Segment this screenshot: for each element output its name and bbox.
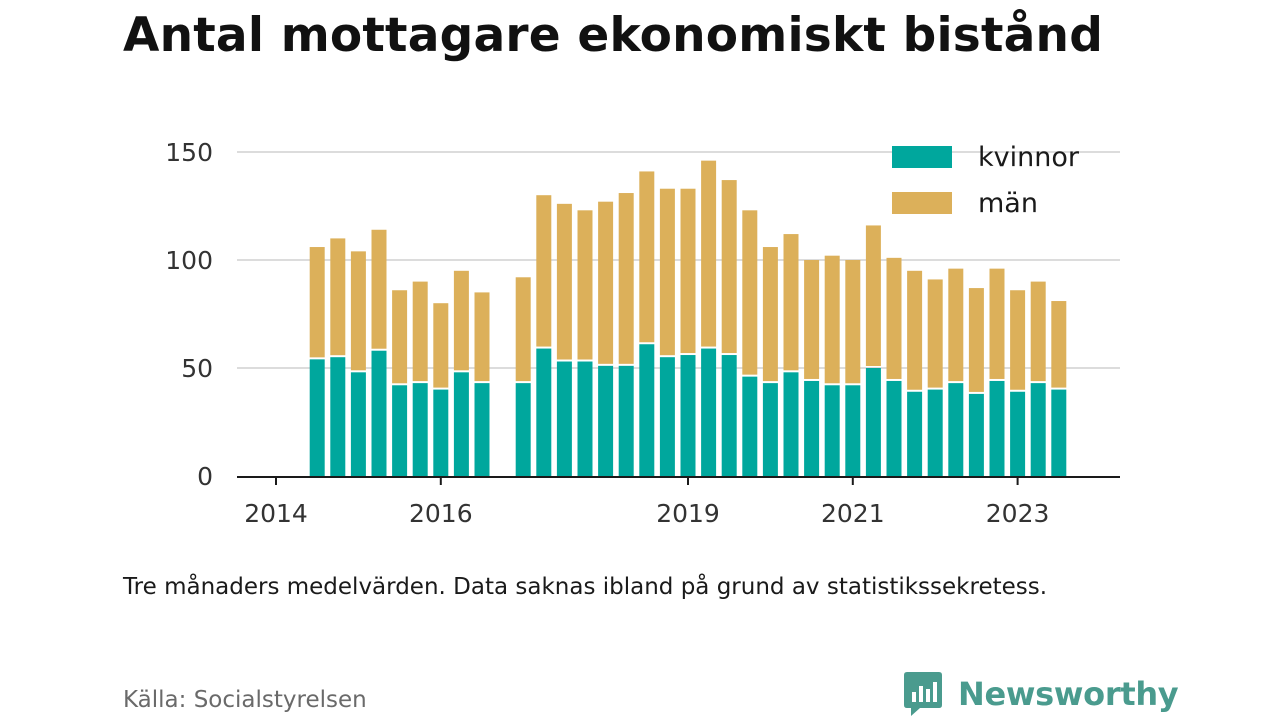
bar-kvinnor[interactable]	[783, 372, 799, 476]
bar-kvinnor[interactable]	[453, 372, 469, 476]
bar-man[interactable]	[412, 281, 428, 382]
bar-man[interactable]	[330, 238, 346, 356]
bar-man[interactable]	[433, 303, 449, 388]
bar-kvinnor[interactable]	[927, 389, 943, 476]
brand-name: Newsworthy	[958, 675, 1179, 713]
bar-kvinnor[interactable]	[536, 348, 552, 476]
bar-kvinnor[interactable]	[577, 361, 593, 476]
chart-title: Antal mottagare ekonomiskt bistånd	[123, 8, 1104, 63]
bar-man[interactable]	[886, 257, 902, 379]
bar-kvinnor[interactable]	[948, 383, 964, 476]
bar-kvinnor[interactable]	[309, 359, 325, 476]
bar-kvinnor[interactable]	[412, 383, 428, 476]
legend-label: män	[978, 188, 1038, 219]
bar-man[interactable]	[1051, 301, 1067, 388]
bar-kvinnor[interactable]	[350, 372, 366, 476]
bar-man[interactable]	[474, 292, 490, 382]
bar-man[interactable]	[598, 201, 614, 364]
bar-man[interactable]	[618, 193, 634, 364]
bar-kvinnor[interactable]	[515, 383, 531, 476]
bar-man[interactable]	[309, 247, 325, 358]
bar-kvinnor[interactable]	[659, 357, 675, 476]
bar-kvinnor[interactable]	[886, 380, 902, 476]
bar-man[interactable]	[350, 251, 366, 371]
bar-kvinnor[interactable]	[330, 357, 346, 476]
bar-man[interactable]	[515, 277, 531, 382]
y-axis-tick-labels: 0 50 100 150	[165, 138, 213, 491]
bar-kvinnor[interactable]	[968, 393, 984, 476]
bar-kvinnor[interactable]	[639, 344, 655, 476]
bar-man[interactable]	[639, 171, 655, 343]
bars	[309, 160, 1067, 476]
bar-man[interactable]	[453, 270, 469, 371]
bar-man[interactable]	[659, 188, 675, 356]
legend-swatch	[892, 192, 952, 214]
bar-kvinnor[interactable]	[371, 350, 387, 476]
bar-kvinnor[interactable]	[598, 365, 614, 476]
x-tick-label: 2023	[986, 499, 1050, 528]
bar-kvinnor[interactable]	[474, 383, 490, 476]
bar-kvinnor[interactable]	[907, 391, 923, 476]
chart-note: Tre månaders medelvärden. Data saknas ib…	[123, 574, 1048, 600]
legend-swatch	[892, 146, 952, 168]
bar-man[interactable]	[824, 255, 840, 384]
bar-kvinnor[interactable]	[989, 380, 1005, 476]
bar-kvinnor[interactable]	[618, 365, 634, 476]
bar-man[interactable]	[948, 268, 964, 382]
x-tick-label: 2021	[821, 499, 885, 528]
bar-man[interactable]	[392, 290, 408, 384]
bar-kvinnor[interactable]	[804, 380, 820, 476]
stacked-bar-chart: 0 50 100 150 2014 2016 2019 2021 2023 kvinnor mä…	[165, 138, 1120, 528]
bar-kvinnor[interactable]	[824, 385, 840, 476]
legend[interactable]: kvinnor män	[892, 142, 1080, 219]
bar-man[interactable]	[721, 180, 737, 354]
bar-kvinnor[interactable]	[721, 355, 737, 476]
bar-man[interactable]	[742, 210, 758, 375]
legend-label: kvinnor	[978, 142, 1080, 173]
bar-kvinnor[interactable]	[762, 383, 778, 476]
bar-man[interactable]	[371, 229, 387, 349]
y-tick-label: 0	[197, 462, 213, 491]
y-tick-label: 150	[165, 138, 213, 167]
bar-man[interactable]	[968, 288, 984, 392]
y-tick-label: 50	[181, 354, 213, 383]
bar-man[interactable]	[907, 270, 923, 390]
bar-man[interactable]	[577, 210, 593, 360]
bar-kvinnor[interactable]	[865, 368, 881, 476]
bar-kvinnor[interactable]	[1051, 389, 1067, 476]
bar-man[interactable]	[927, 279, 943, 388]
bar-man[interactable]	[701, 160, 717, 347]
newsworthy-icon	[904, 672, 942, 716]
bar-man[interactable]	[762, 247, 778, 382]
x-tick-label: 2019	[656, 499, 720, 528]
bar-kvinnor[interactable]	[742, 376, 758, 476]
bar-man[interactable]	[989, 268, 1005, 379]
bar-kvinnor[interactable]	[680, 355, 696, 476]
bar-man[interactable]	[536, 195, 552, 347]
bar-kvinnor[interactable]	[1010, 391, 1026, 476]
bar-man[interactable]	[680, 188, 696, 354]
brand-logo[interactable]: Newsworthy	[902, 670, 1179, 718]
bar-kvinnor[interactable]	[701, 348, 717, 476]
y-tick-label: 100	[165, 246, 213, 275]
bar-man[interactable]	[804, 260, 820, 379]
source-credit: Källa: Socialstyrelsen	[123, 687, 367, 713]
bar-kvinnor[interactable]	[556, 361, 572, 476]
bar-kvinnor[interactable]	[392, 385, 408, 476]
bar-man[interactable]	[783, 234, 799, 371]
bar-man[interactable]	[1030, 281, 1046, 382]
bar-kvinnor[interactable]	[433, 389, 449, 476]
bar-man[interactable]	[865, 225, 881, 366]
x-tick-label: 2016	[409, 499, 473, 528]
bar-kvinnor[interactable]	[1030, 383, 1046, 476]
bar-kvinnor[interactable]	[845, 385, 861, 476]
gridlines	[237, 151, 1120, 369]
bar-man[interactable]	[1010, 290, 1026, 390]
x-axis-ticks: 2014 2016 2019 2021 2023	[244, 477, 1049, 528]
x-tick-label: 2014	[244, 499, 308, 528]
bar-man[interactable]	[556, 203, 572, 360]
bar-man[interactable]	[845, 260, 861, 384]
